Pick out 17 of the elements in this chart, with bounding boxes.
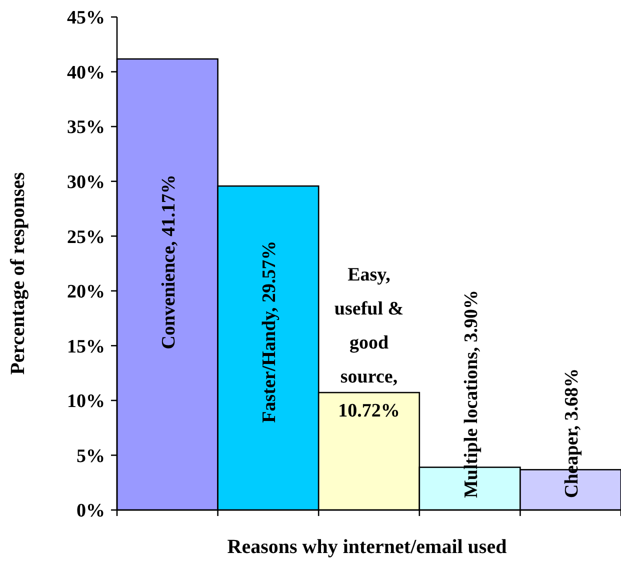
y-tick-label: 15% xyxy=(67,336,105,358)
y-tick-label: 25% xyxy=(67,226,105,248)
y-tick-label: 10% xyxy=(67,391,105,412)
data-label: Convenience, 41.17% xyxy=(158,174,180,350)
y-axis-title: Percentage of responses xyxy=(7,172,29,375)
data-label: Cheaper, 3.68% xyxy=(562,368,583,498)
y-tick-label: 35% xyxy=(67,117,105,138)
y-tick-label: 45% xyxy=(67,8,105,29)
y-tick-label: 40% xyxy=(67,62,105,84)
y-tick-label: 0% xyxy=(76,500,105,522)
y-tick-label: 5% xyxy=(76,446,105,467)
data-label: Easy, useful & good source, 10.72% xyxy=(334,264,404,422)
y-tick-label: 20% xyxy=(67,282,105,303)
data-label: Faster/Handy, 29.57% xyxy=(259,240,280,423)
x-axis-title: Reasons why internet/email used xyxy=(227,536,507,558)
data-label: Multiple locations, 3.90% xyxy=(460,290,482,498)
y-tick-label: 30% xyxy=(67,172,105,193)
